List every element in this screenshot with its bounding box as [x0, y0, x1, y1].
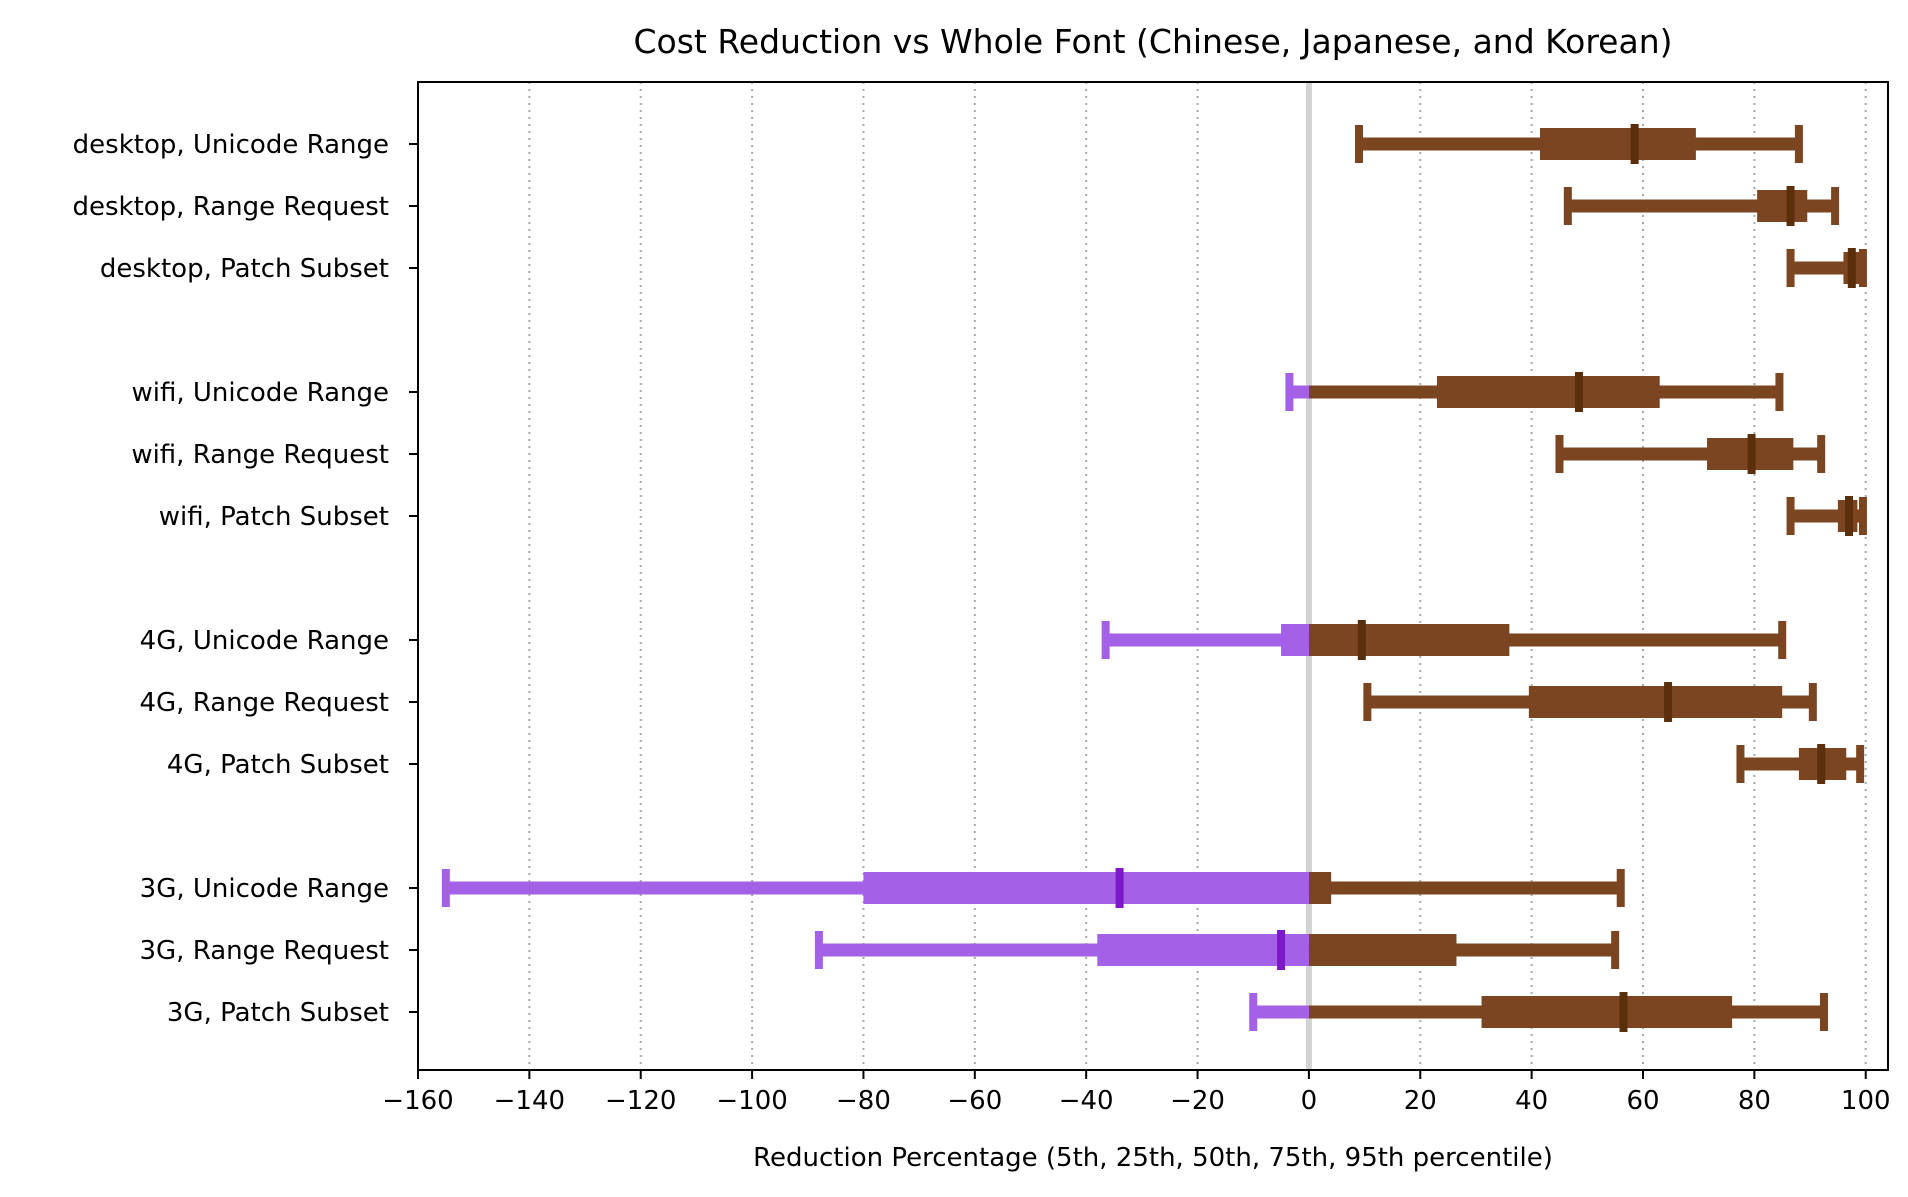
whisker-cap: [441, 869, 450, 907]
x-tick-label: 20: [1404, 1086, 1437, 1116]
y-tick-label: 3G, Patch Subset: [167, 998, 389, 1028]
whisker-cap: [1817, 435, 1826, 473]
iqr-box-positive: [1436, 376, 1660, 408]
iqr-box-positive: [1481, 996, 1733, 1028]
whisker-cap: [1778, 621, 1787, 659]
median-marker: [1115, 868, 1124, 908]
axis-layer: −160 −140 −120 −100 −80 −60 −40 −20 0 20 40 60 80 100…: [72, 130, 1890, 1116]
whisker-cap: [1555, 435, 1564, 473]
iqr-box-positive: [1308, 872, 1332, 904]
x-tick-label: −120: [605, 1086, 676, 1116]
whisker-cap: [1736, 745, 1745, 783]
whisker-cap: [1808, 683, 1817, 721]
median-marker: [1664, 682, 1673, 722]
x-tick-label: 40: [1515, 1086, 1548, 1116]
iqr-box-positive: [1308, 624, 1510, 656]
x-tick-label: 60: [1626, 1086, 1659, 1116]
whisker-negative: [1253, 1005, 1309, 1019]
whisker-positive: [1308, 881, 1621, 895]
x-tick-label: −140: [494, 1086, 565, 1116]
y-tick-label: wifi, Patch Subset: [159, 502, 389, 532]
iqr-box-negative: [863, 872, 1309, 904]
whisker-cap: [1249, 993, 1258, 1031]
iqr-box-positive: [1757, 190, 1808, 222]
whisker-cap: [1611, 931, 1620, 969]
median-marker: [1630, 124, 1639, 164]
median-marker: [1847, 248, 1856, 288]
y-tick-label: 4G, Unicode Range: [140, 626, 389, 656]
whisker-negative: [1289, 385, 1309, 399]
whisker-cap: [1794, 125, 1803, 163]
y-tick-label: desktop, Patch Subset: [100, 254, 389, 284]
x-tick-label: 100: [1841, 1086, 1891, 1116]
median-marker: [1277, 930, 1286, 970]
y-tick-label: 4G, Range Request: [139, 688, 389, 718]
median-marker: [1786, 186, 1795, 226]
whisker-cap: [1856, 745, 1865, 783]
whisker-cap: [1355, 125, 1364, 163]
whisker-cap: [1786, 497, 1795, 535]
x-tick-label: −20: [1170, 1086, 1225, 1116]
box-layer: [441, 124, 1867, 1032]
median-marker: [1619, 992, 1628, 1032]
grid-layer: [528, 82, 1867, 1070]
whisker-cap: [1363, 683, 1372, 721]
y-tick-label: wifi, Unicode Range: [132, 378, 390, 408]
x-tick-label: 0: [1301, 1086, 1318, 1116]
x-tick-label: −60: [947, 1086, 1002, 1116]
x-tick-label: −160: [382, 1086, 453, 1116]
whisker-negative: [1105, 633, 1309, 647]
iqr-box-positive: [1539, 128, 1696, 160]
whisker-cap: [1563, 187, 1572, 225]
chart-title: Cost Reduction vs Whole Font (Chinese, J…: [633, 22, 1673, 61]
y-tick-label: 3G, Range Request: [139, 936, 389, 966]
whisker-cap: [1858, 497, 1867, 535]
whisker-cap: [814, 931, 823, 969]
median-marker: [1574, 372, 1583, 412]
whisker-cap: [1101, 621, 1110, 659]
y-tick-label: desktop, Unicode Range: [73, 130, 389, 160]
y-tick-label: wifi, Range Request: [131, 440, 389, 470]
whisker-cap: [1786, 249, 1795, 287]
iqr-box-positive: [1528, 686, 1783, 718]
y-tick-label: 4G, Patch Subset: [167, 750, 389, 780]
x-tick-label: 80: [1738, 1086, 1771, 1116]
whisker-cap: [1831, 187, 1840, 225]
x-tick-label: −40: [1059, 1086, 1114, 1116]
whisker-cap: [1858, 249, 1867, 287]
y-tick-label: desktop, Range Request: [72, 192, 389, 222]
x-tick-label: −80: [836, 1086, 891, 1116]
y-tick-label: 3G, Unicode Range: [140, 874, 389, 904]
whisker-cap: [1819, 993, 1828, 1031]
x-tick-label: −100: [716, 1086, 787, 1116]
x-axis-label: Reduction Percentage (5th, 25th, 50th, 7…: [753, 1143, 1553, 1173]
iqr-box-negative: [1281, 624, 1309, 656]
median-marker: [1747, 434, 1756, 474]
whisker-cap: [1775, 373, 1784, 411]
plot-frame: [417, 81, 1889, 1071]
median-marker: [1845, 496, 1854, 536]
median-marker: [1817, 744, 1826, 784]
iqr-box-positive: [1308, 934, 1457, 966]
whisker-cap: [1616, 869, 1625, 907]
iqr-box-negative: [1097, 934, 1309, 966]
median-marker: [1357, 620, 1366, 660]
whisker-cap: [1285, 373, 1294, 411]
